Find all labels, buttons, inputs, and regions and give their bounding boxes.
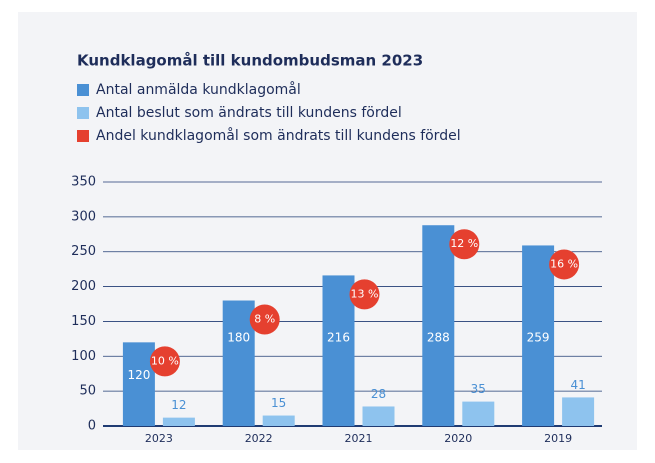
y-tick-label: 300 — [71, 209, 96, 224]
chart-title: Kundklagomål till kundombudsman 2023 — [77, 52, 423, 70]
share-label: 16 % — [550, 257, 578, 270]
y-tick-label: 150 — [71, 314, 96, 329]
x-tick-label: 2021 — [345, 432, 373, 445]
share-marker — [349, 279, 380, 310]
y-tick-label: 350 — [71, 175, 96, 190]
bar-value-label: 216 — [327, 331, 350, 345]
share-marker — [449, 229, 480, 260]
share-marker — [549, 249, 580, 280]
share-label: 13 % — [351, 287, 379, 300]
bar — [562, 397, 595, 426]
legend-swatch — [77, 130, 89, 142]
legend-label: Antal beslut som ändrats till kundens fö… — [96, 105, 402, 121]
y-tick-label: 0 — [88, 419, 96, 434]
bar-value-label: 12 — [171, 398, 186, 412]
bar-value-label: 28 — [371, 387, 386, 401]
bar — [162, 417, 195, 426]
y-tick-label: 200 — [71, 279, 96, 294]
x-tick-label: 2022 — [245, 432, 273, 445]
bar-value-label: 15 — [271, 396, 286, 410]
y-tick-label: 50 — [79, 384, 96, 399]
bar-value-label: 35 — [471, 382, 486, 396]
bar-value-label: 120 — [127, 368, 150, 382]
y-tick-label: 250 — [71, 244, 96, 259]
x-tick-label: 2023 — [145, 432, 173, 445]
legend-label: Antal anmälda kundklagomål — [96, 81, 301, 98]
bar — [462, 401, 495, 426]
bar-value-label: 41 — [570, 378, 585, 392]
share-marker — [149, 346, 180, 377]
x-tick-label: 2019 — [544, 432, 572, 445]
legend-label: Andel kundklagomål som ändrats till kund… — [96, 127, 461, 144]
bar — [222, 300, 255, 426]
bar — [322, 275, 355, 426]
share-marker — [249, 304, 280, 335]
bar-value-label: 180 — [227, 331, 250, 345]
bar — [522, 245, 555, 426]
legend-swatch — [77, 107, 89, 119]
y-tick-label: 100 — [71, 349, 96, 364]
bar — [362, 406, 395, 426]
bar-value-label: 288 — [427, 331, 450, 345]
bar — [122, 342, 155, 426]
share-label: 10 % — [151, 354, 179, 367]
share-label: 8 % — [254, 313, 275, 326]
x-tick-label: 2020 — [444, 432, 472, 445]
bar — [422, 225, 455, 426]
share-label: 12 % — [450, 237, 478, 250]
bar-value-label: 259 — [527, 331, 550, 345]
bar — [262, 415, 295, 426]
legend-swatch — [77, 84, 89, 96]
